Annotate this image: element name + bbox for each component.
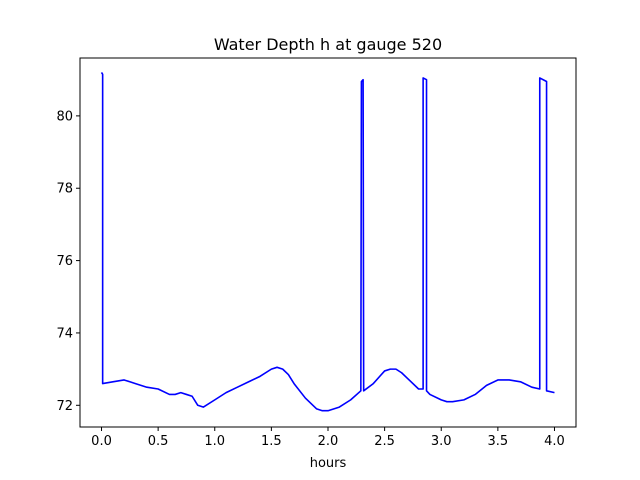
- x-tick-label: 2.5: [374, 434, 395, 449]
- x-tick-label: 0.5: [148, 434, 169, 449]
- y-tick-label: 76: [56, 254, 73, 269]
- x-tick-label: 3.0: [431, 434, 452, 449]
- x-tick-label: 2.0: [318, 434, 339, 449]
- chart-title: Water Depth h at gauge 520: [214, 35, 442, 54]
- y-tick-label: 78: [56, 182, 73, 197]
- x-tick-label: 1.0: [204, 434, 225, 449]
- plot-area: [100, 72, 555, 412]
- x-axis-label: hours: [310, 456, 347, 471]
- y-tick-label: 80: [56, 109, 73, 124]
- x-tick-label: 3.5: [488, 434, 509, 449]
- axes: 0.0 0.5 1.0 1.5 2.0 2.5 3.0 3.5 4.0 72 74 76 78 80: [56, 57, 577, 449]
- x-tick-label: 4.0: [544, 434, 565, 449]
- y-tick-label: 74: [56, 326, 73, 341]
- y-tick-label: 72: [56, 399, 73, 414]
- x-tick-label: 0.0: [91, 434, 112, 449]
- series-line: [100, 72, 555, 412]
- x-tick-label: 1.5: [261, 434, 282, 449]
